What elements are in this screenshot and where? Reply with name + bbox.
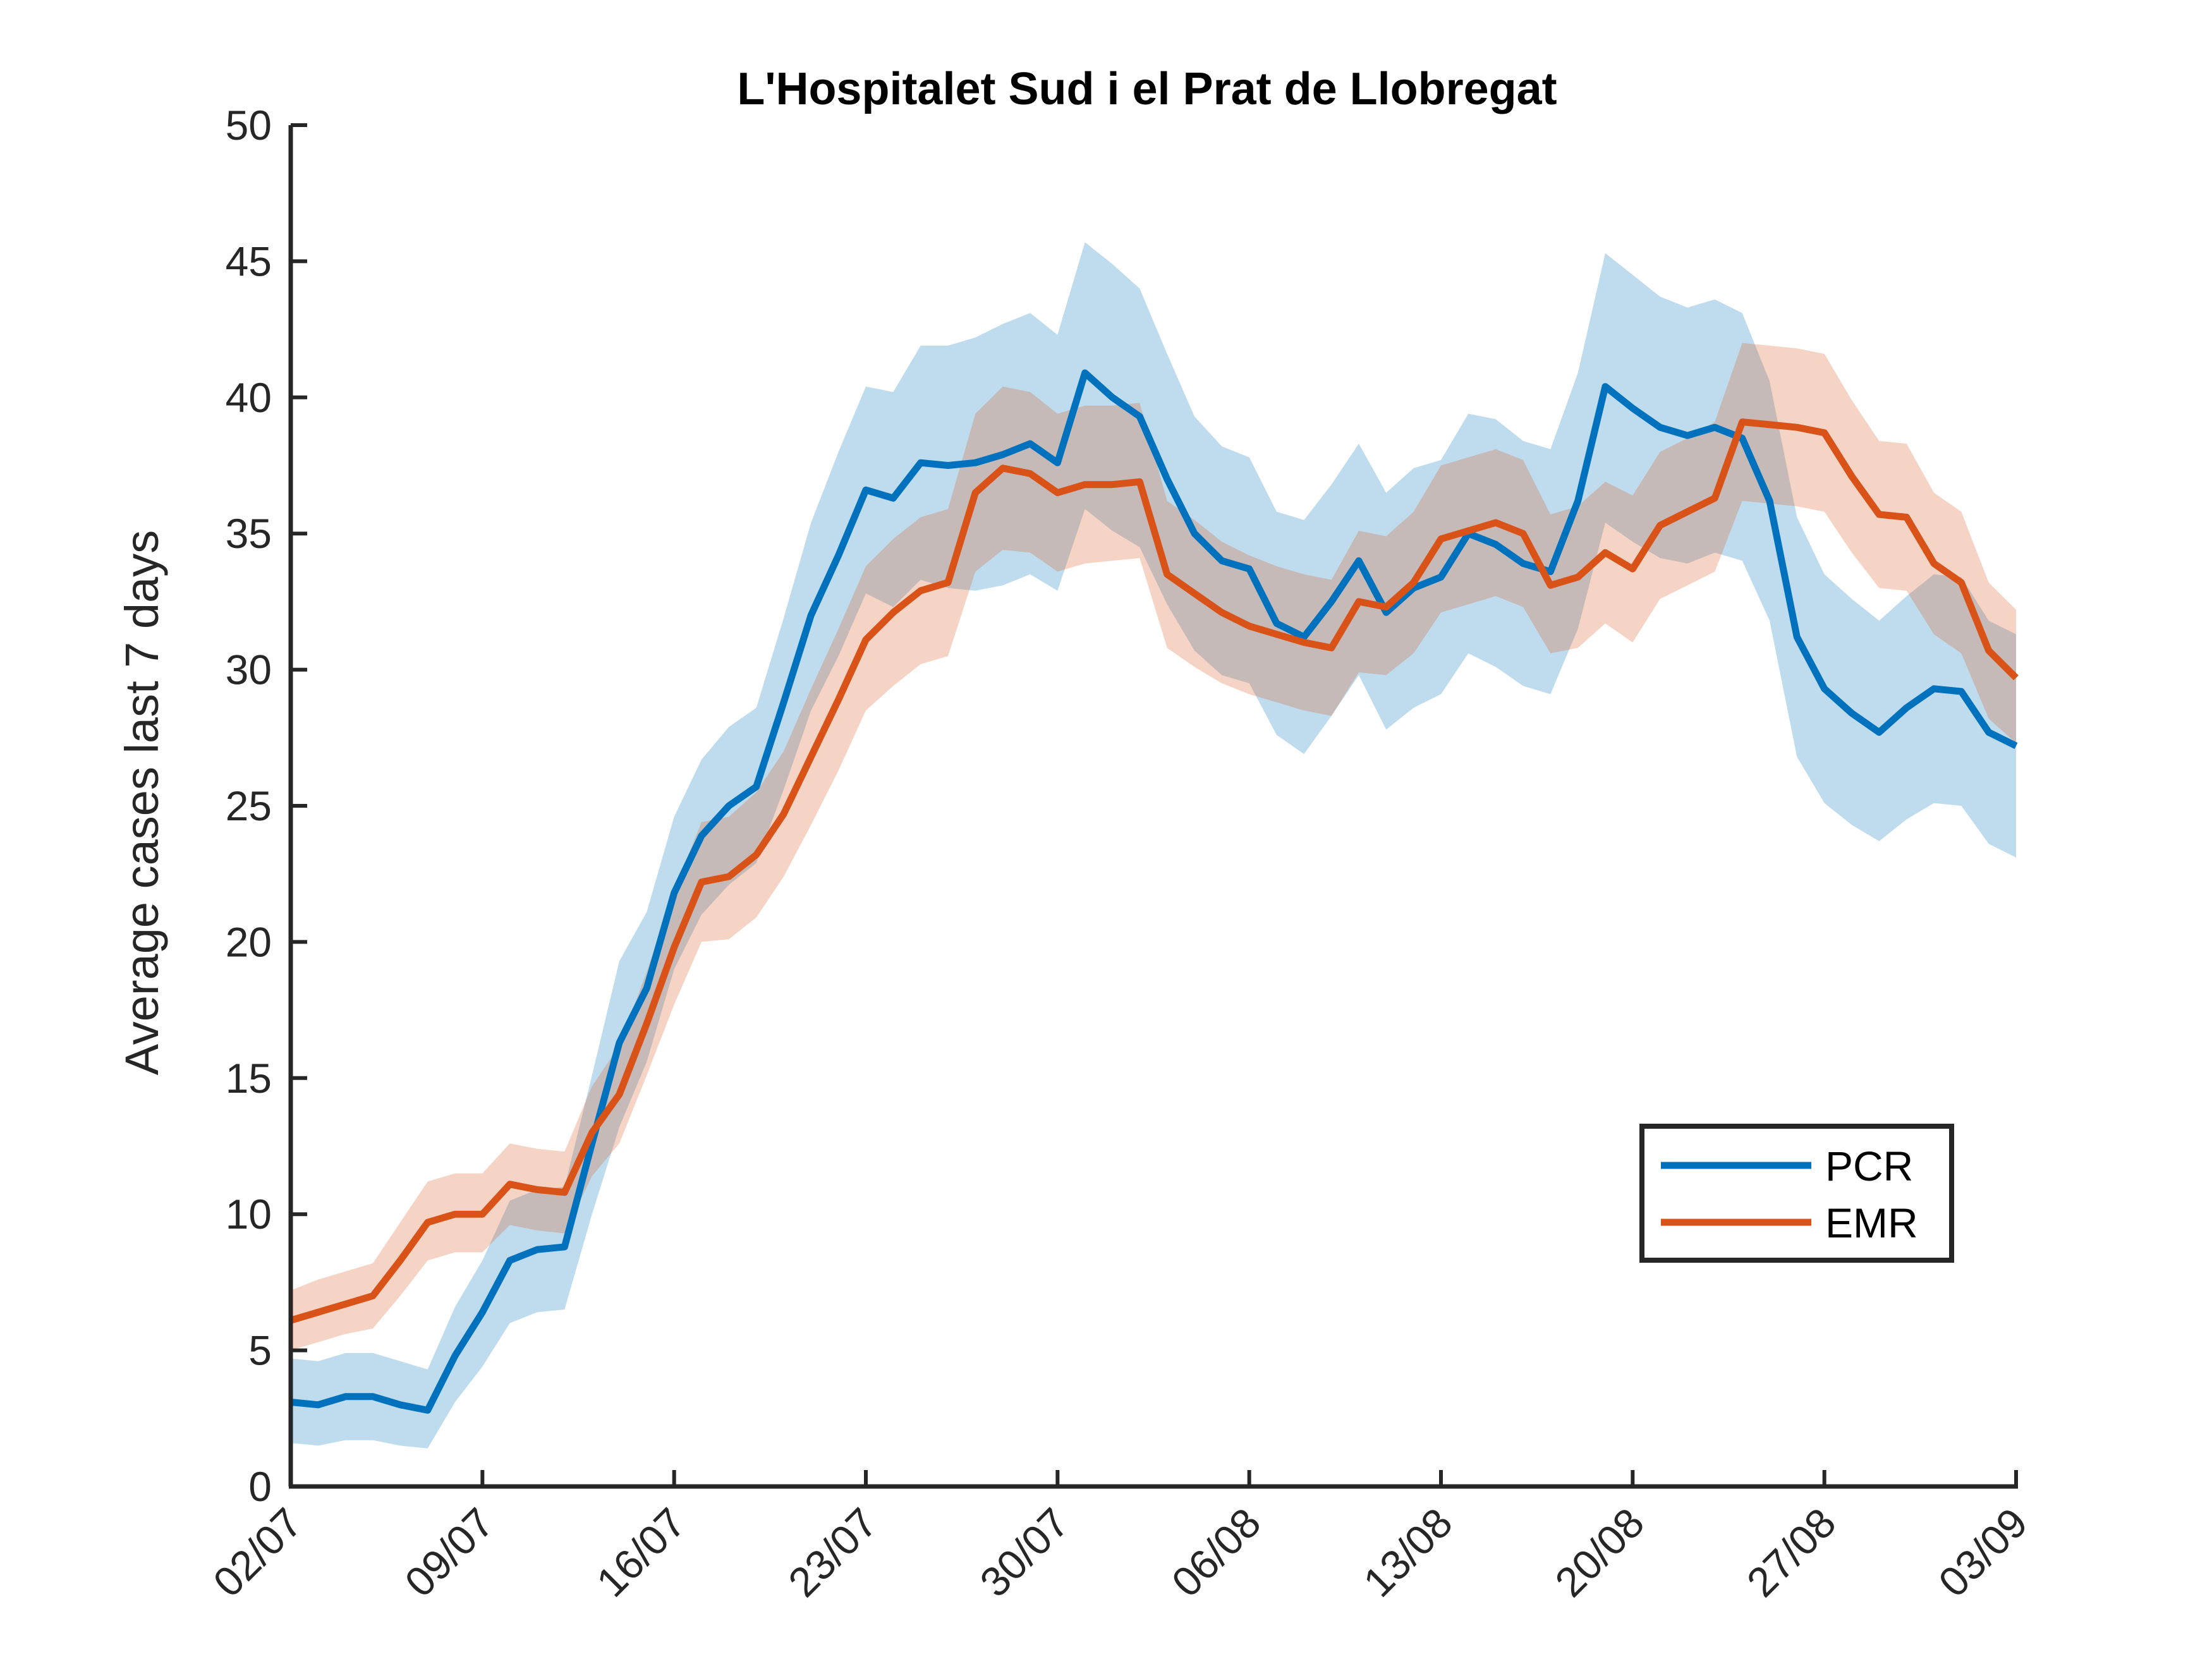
legend-box [1639,1124,1954,1263]
y-tick-label: 30 [226,647,272,693]
y-tick-label: 25 [226,782,272,829]
y-tick-label: 20 [226,918,272,965]
y-axis-label: Average cases last 7 days [116,530,168,1075]
pcr-legend-label: PCR [1825,1143,1913,1189]
y-tick-label: 0 [248,1463,272,1510]
y-tick-label: 5 [248,1327,272,1374]
chart-title: L'Hospitalet Sud i el Prat de Llobregat [737,64,1557,114]
confidence-bands [291,242,2016,1449]
y-tick-label: 10 [226,1191,272,1237]
series-lines [289,369,2019,1414]
pcr-confidence-band [291,242,2016,1449]
y-tick-label: 15 [226,1055,272,1102]
emr-legend-label: EMR [1825,1200,1918,1246]
y-tick-label: 40 [226,374,272,421]
legend: PCR EMR [1639,1124,1954,1263]
y-tick-label: 35 [226,510,272,557]
emr-series-line [289,418,2019,1324]
y-tick-label: 50 [226,102,272,149]
pcr-series-line [290,369,2018,1414]
y-tick-label: 45 [226,238,272,284]
emr-confidence-band [291,343,2016,1351]
